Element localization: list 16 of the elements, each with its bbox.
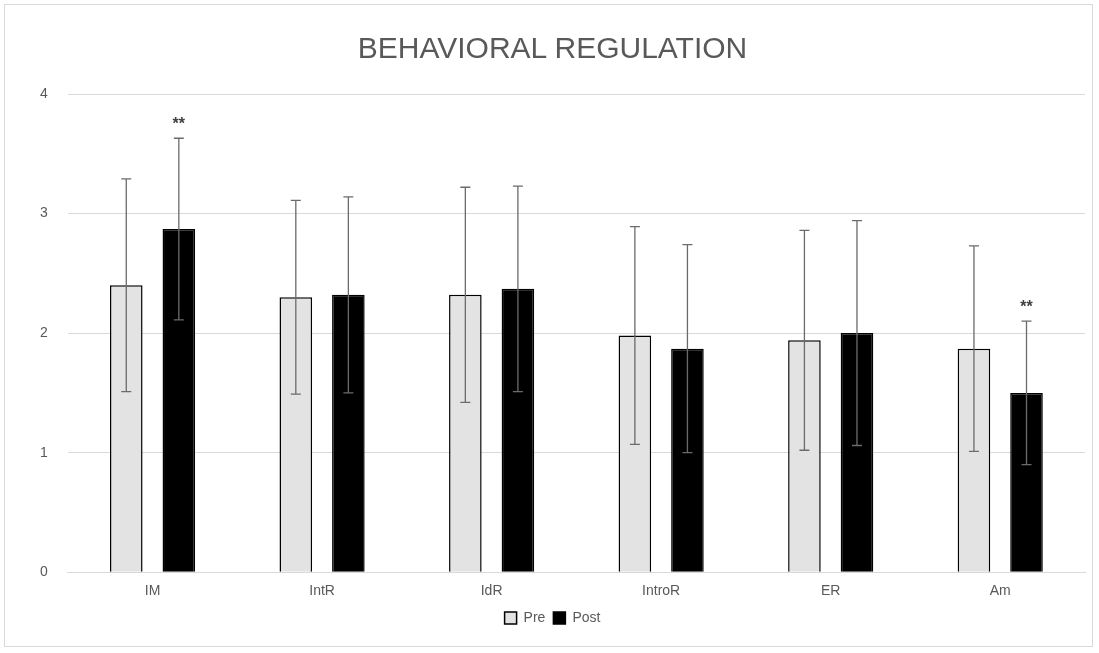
annotation: ** [1020,297,1034,315]
legend-label: Post [572,608,601,625]
chart-title: BEHAVIORAL REGULATION [357,31,748,65]
x-tick-label: IM [144,582,161,599]
y-tick-label: 1 [39,443,48,460]
annotation: ** [172,114,186,132]
x-tick-label: IdR [480,582,503,599]
x-tick-label: IntroR [642,582,681,599]
y-tick-label: 4 [39,84,48,101]
x-tick-label: Am [989,582,1011,599]
y-tick-label: 0 [39,563,48,580]
legend-label: Pre [523,608,546,625]
x-tick-label: IntR [309,582,335,599]
x-tick-label: ER [820,582,841,599]
y-tick-label: 2 [39,323,48,340]
y-tick-label: 3 [39,204,48,221]
